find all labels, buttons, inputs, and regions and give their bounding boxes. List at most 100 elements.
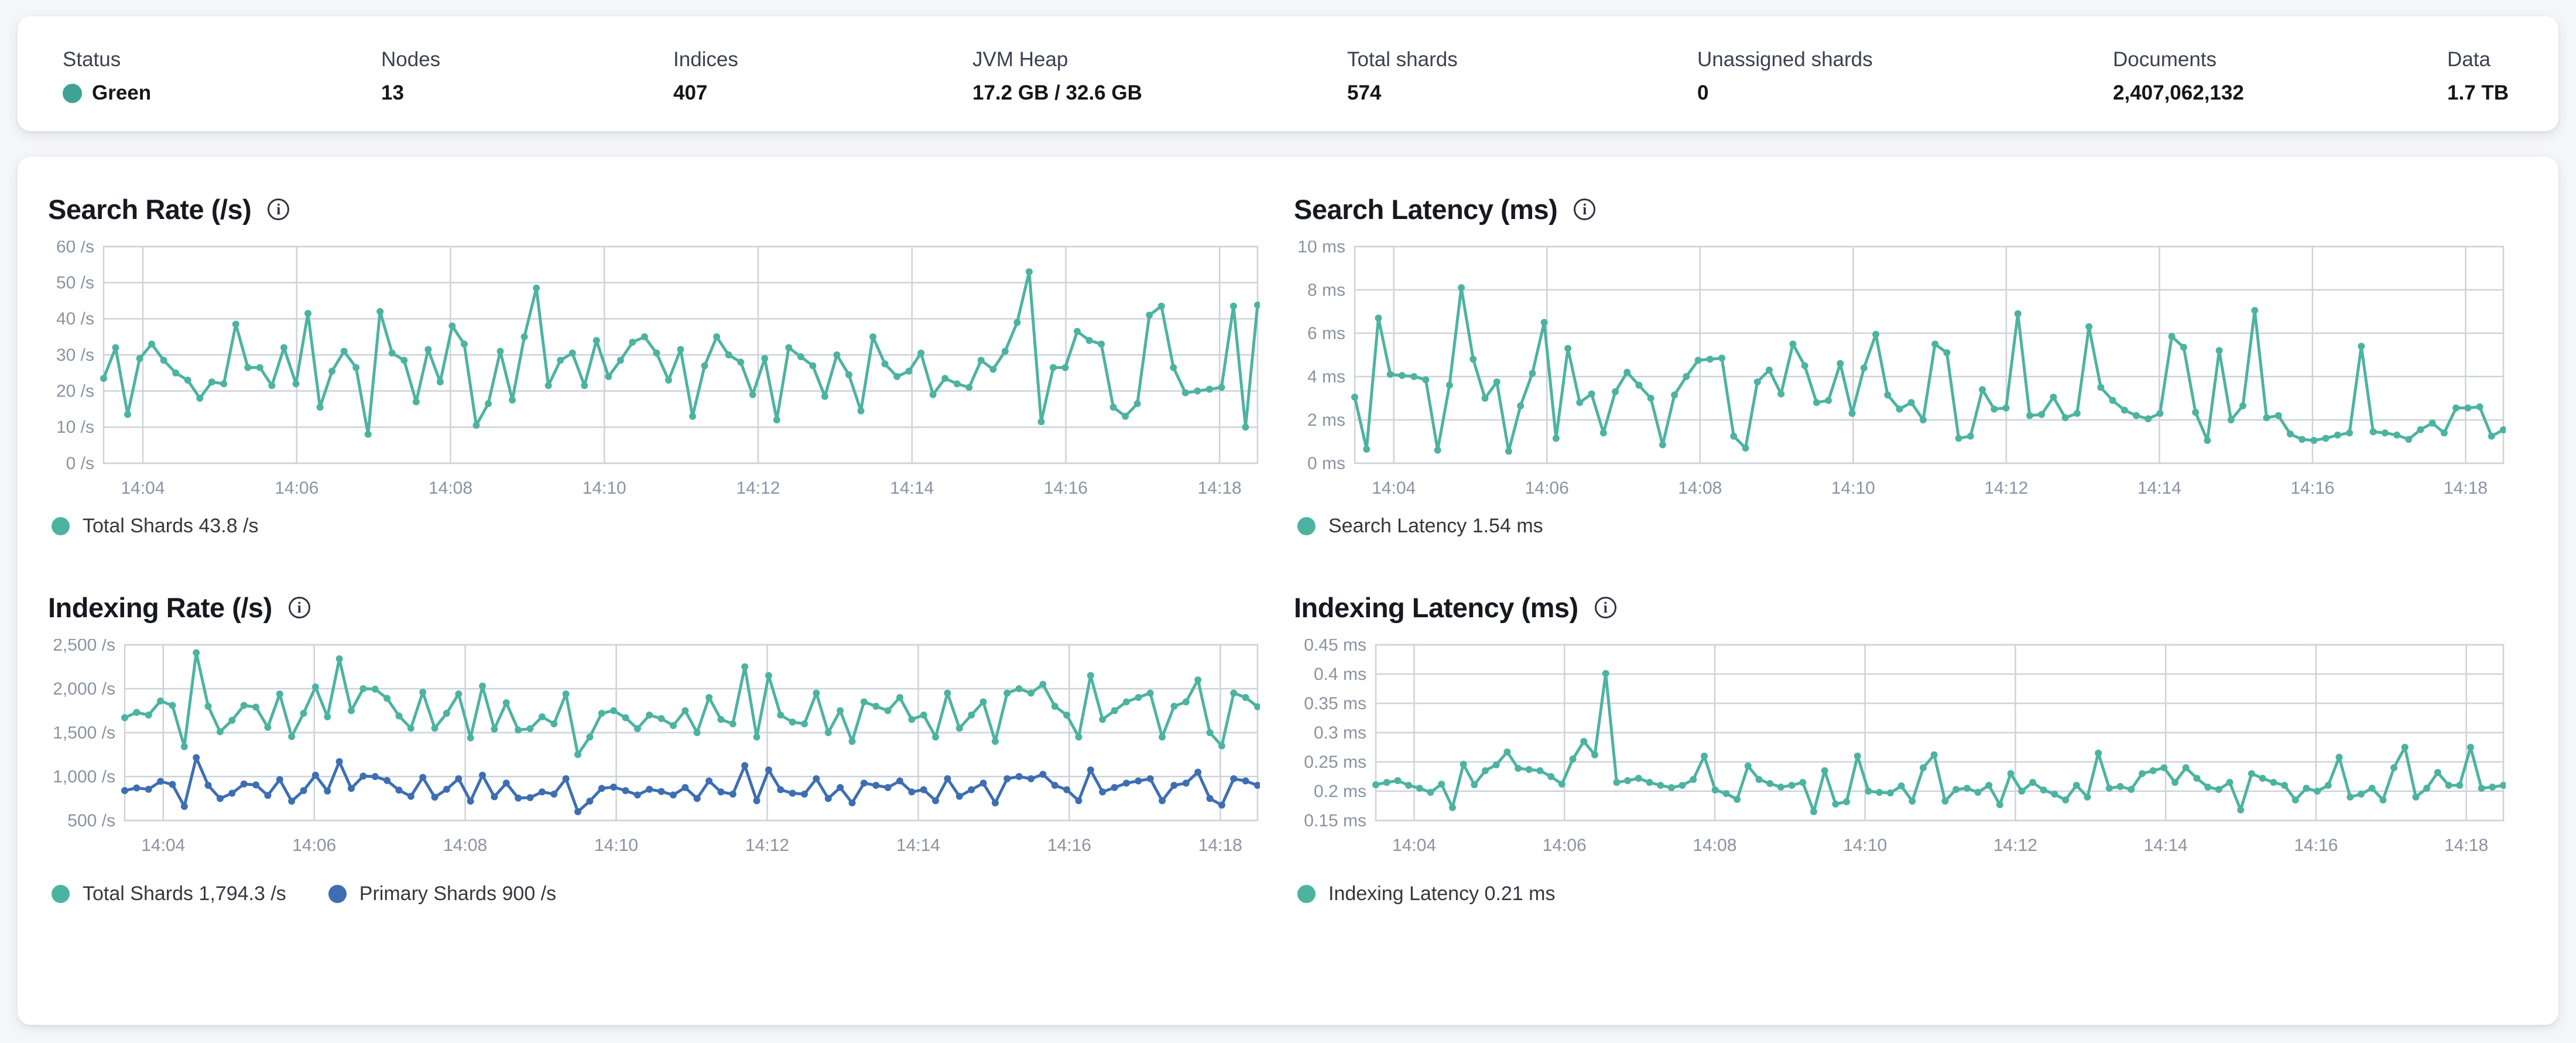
health-status-icon [63, 83, 82, 103]
stat-value: 2,407,062,132 [2113, 81, 2244, 104]
svg-text:14:12: 14:12 [1984, 478, 2028, 498]
svg-text:14:10: 14:10 [1831, 478, 1875, 498]
stat-label: Indices [673, 48, 738, 71]
search-rate-chart-area[interactable]: 0 /s 10 /s 20 /s 30 /s 40 /s 50 /s 60 /s 14:04 1… [48, 241, 1260, 510]
stat-label: Nodes [381, 48, 441, 71]
legend-series-label: Total Shards 43.8 /s [83, 515, 259, 537]
svg-text:14:04: 14:04 [1372, 478, 1416, 498]
chart-title: Indexing Latency (ms) [1294, 592, 1578, 623]
indexing-latency-chart-area[interactable]: 0.15 ms 0.2 ms 0.25 ms 0.3 ms 0.35 ms 0.4 ms 0… [1294, 639, 2506, 867]
legend-item[interactable]: Primary Shards 900 /s [328, 883, 556, 905]
info-icon[interactable]: i [288, 597, 310, 618]
info-icon[interactable]: i [1574, 199, 1596, 220]
svg-text:14:04: 14:04 [141, 836, 185, 855]
indexing-rate-chart-area[interactable]: 500 /s 1,000 /s 1,500 /s 2,000 /s 2,500 /s 14… [48, 639, 1260, 867]
svg-text:2 ms: 2 ms [1307, 411, 1345, 430]
stat-value: 407 [673, 81, 708, 104]
stat-data-size: Data 1.7 TB [2447, 48, 2509, 105]
svg-text:1,000 /s: 1,000 /s [53, 767, 115, 786]
legend-item[interactable]: Indexing Latency 0.21 ms [1297, 883, 1555, 905]
info-icon[interactable]: i [1594, 597, 1616, 618]
svg-text:14:14: 14:14 [890, 478, 934, 498]
legend-series-label: Search Latency 1.54 ms [1328, 515, 1543, 537]
legend-series-dot [328, 885, 347, 903]
svg-text:500 /s: 500 /s [67, 811, 115, 830]
stat-indices: Indices 407 [673, 48, 738, 105]
svg-text:2,000 /s: 2,000 /s [53, 679, 115, 699]
legend-series-dot [1297, 885, 1316, 903]
stat-label: Status [63, 48, 121, 71]
svg-text:6 ms: 6 ms [1307, 324, 1345, 343]
svg-text:14:08: 14:08 [429, 478, 472, 498]
chart-indexing-latency: Indexing Latency (ms) i 0.15 ms 0.2 ms 0.2… [1294, 591, 2506, 905]
svg-text:14:10: 14:10 [1843, 836, 1887, 855]
svg-text:0.3 ms: 0.3 ms [1314, 723, 1366, 743]
svg-text:14:16: 14:16 [1047, 836, 1091, 855]
svg-text:14:18: 14:18 [1198, 478, 1242, 498]
svg-text:14:06: 14:06 [275, 478, 318, 498]
svg-text:14:18: 14:18 [2444, 836, 2488, 855]
legend-series-label: Total Shards 1,794.3 /s [83, 883, 286, 905]
chart-legend: Search Latency 1.54 ms [1297, 515, 2506, 538]
svg-text:0 /s: 0 /s [66, 454, 94, 473]
svg-text:14:06: 14:06 [292, 836, 336, 855]
svg-text:10 ms: 10 ms [1297, 241, 1345, 257]
chart-title: Indexing Rate (/s) [48, 592, 272, 623]
metrics-panel: Search Rate (/s) i 0 /s 10 /s 20 /s 30 /s 40… [18, 157, 2558, 1025]
svg-text:14:12: 14:12 [745, 836, 789, 855]
svg-text:14:16: 14:16 [1044, 478, 1088, 498]
stat-documents: Documents 2,407,062,132 [2113, 48, 2244, 105]
svg-text:14:06: 14:06 [1543, 836, 1587, 855]
svg-text:14:16: 14:16 [2290, 478, 2334, 498]
svg-text:0.45 ms: 0.45 ms [1304, 639, 1366, 655]
svg-text:0.4 ms: 0.4 ms [1314, 665, 1366, 684]
chart-legend: Total Shards 43.8 /s [52, 515, 1260, 538]
stat-value: 17.2 GB / 32.6 GB [972, 81, 1142, 104]
chart-search-latency: Search Latency (ms) i 0 ms 2 ms 4 ms 6 ms 8 … [1294, 193, 2506, 538]
legend-series-dot [52, 885, 70, 903]
svg-text:0.35 ms: 0.35 ms [1304, 694, 1366, 713]
info-icon[interactable]: i [268, 199, 290, 220]
legend-item[interactable]: Search Latency 1.54 ms [1297, 515, 1543, 538]
svg-text:60 /s: 60 /s [56, 241, 94, 257]
svg-text:14:18: 14:18 [2444, 478, 2488, 498]
chart-indexing-rate: Indexing Rate (/s) i 500 /s 1,000 /s 1,500… [48, 591, 1260, 905]
legend-series-dot [1297, 517, 1316, 535]
stat-value: 1.7 TB [2447, 81, 2509, 104]
svg-text:14:14: 14:14 [896, 836, 940, 855]
stat-label: JVM Heap [972, 48, 1068, 71]
svg-text:14:08: 14:08 [1693, 836, 1736, 855]
svg-text:14:04: 14:04 [1392, 836, 1436, 855]
stat-unassigned-shards: Unassigned shards 0 [1697, 48, 1873, 105]
svg-text:14:08: 14:08 [1678, 478, 1722, 498]
svg-text:14:04: 14:04 [121, 478, 165, 498]
svg-text:14:10: 14:10 [583, 478, 626, 498]
search-latency-chart-area[interactable]: 0 ms 2 ms 4 ms 6 ms 8 ms 10 ms 14:04 14:06 14:08… [1294, 241, 2506, 510]
svg-text:10 /s: 10 /s [56, 418, 94, 437]
svg-text:14:14: 14:14 [2137, 478, 2181, 498]
svg-text:14:18: 14:18 [1198, 836, 1242, 855]
legend-item[interactable]: Total Shards 1,794.3 /s [52, 883, 286, 905]
stat-value: 13 [381, 81, 404, 104]
svg-text:2,500 /s: 2,500 /s [53, 639, 115, 655]
chart-search-rate: Search Rate (/s) i 0 /s 10 /s 20 /s 30 /s 40… [48, 193, 1260, 538]
chart-legend: Indexing Latency 0.21 ms [1297, 883, 2506, 905]
svg-text:20 /s: 20 /s [56, 382, 94, 401]
legend-series-dot [52, 517, 70, 535]
chart-title: Search Latency (ms) [1294, 194, 1558, 225]
svg-text:1,500 /s: 1,500 /s [53, 723, 115, 743]
svg-text:14:08: 14:08 [443, 836, 487, 855]
svg-text:14:12: 14:12 [1993, 836, 2037, 855]
legend-item[interactable]: Total Shards 43.8 /s [52, 515, 259, 538]
stat-label: Documents [2113, 48, 2217, 71]
svg-text:0.25 ms: 0.25 ms [1304, 753, 1366, 772]
svg-text:14:16: 14:16 [2294, 836, 2338, 855]
stat-label: Unassigned shards [1697, 48, 1873, 71]
svg-text:14:12: 14:12 [736, 478, 780, 498]
svg-text:0.15 ms: 0.15 ms [1304, 811, 1366, 830]
chart-legend: Total Shards 1,794.3 /s Primary Shards 90… [52, 883, 1260, 905]
svg-text:0.2 ms: 0.2 ms [1314, 782, 1366, 801]
stat-value: Green [92, 81, 152, 104]
stat-value: 574 [1347, 81, 1382, 104]
cluster-overview-bar: Status Green Nodes 13 Indices 407 JVM He… [18, 16, 2558, 131]
